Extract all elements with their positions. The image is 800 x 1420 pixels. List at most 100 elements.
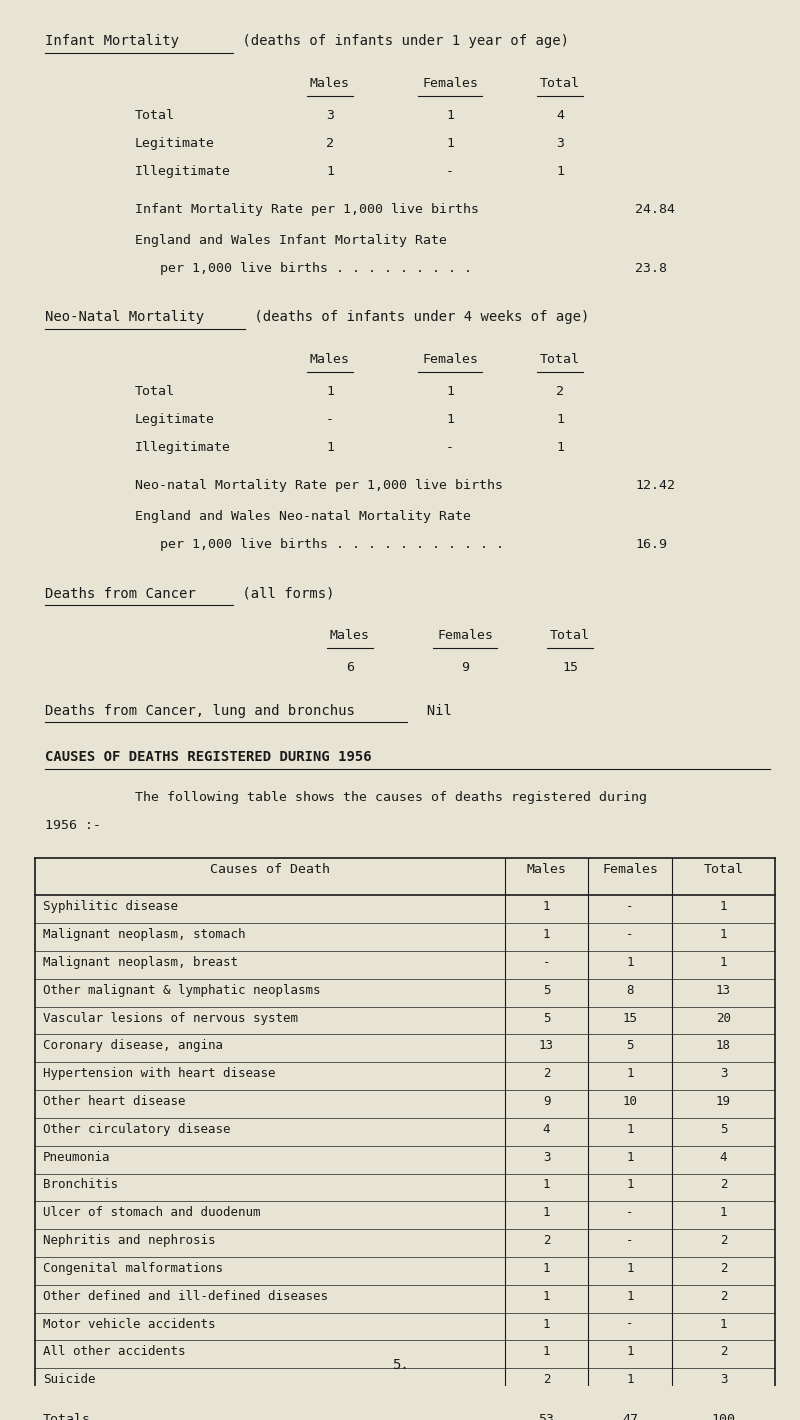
Text: 1: 1 — [626, 956, 634, 968]
Text: Nephritis and nephrosis: Nephritis and nephrosis — [43, 1234, 215, 1247]
Text: (all forms): (all forms) — [234, 586, 334, 601]
Text: 18: 18 — [716, 1039, 731, 1052]
Text: 1: 1 — [626, 1123, 634, 1136]
Text: Syphilitic disease: Syphilitic disease — [43, 900, 178, 913]
Text: Pneumonia: Pneumonia — [43, 1150, 110, 1163]
Text: 1956 :-: 1956 :- — [45, 819, 101, 832]
Text: Nil: Nil — [410, 704, 452, 717]
Text: 1: 1 — [542, 1289, 550, 1302]
Text: 8: 8 — [626, 984, 634, 997]
Text: Illegitimate: Illegitimate — [135, 165, 231, 178]
Text: The following table shows the causes of deaths registered during: The following table shows the causes of … — [135, 791, 647, 805]
Text: Totals: Totals — [43, 1413, 91, 1420]
Text: Other circulatory disease: Other circulatory disease — [43, 1123, 230, 1136]
Text: 3: 3 — [326, 109, 334, 122]
Text: 1: 1 — [446, 109, 454, 122]
Text: 2: 2 — [720, 1262, 727, 1275]
Text: 1: 1 — [720, 956, 727, 968]
Text: 1: 1 — [542, 929, 550, 941]
Text: per 1,000 live births . . . . . . . . .: per 1,000 live births . . . . . . . . . — [160, 261, 472, 274]
Text: 1: 1 — [446, 385, 454, 399]
Text: Males: Males — [526, 863, 566, 876]
Text: 19: 19 — [716, 1095, 731, 1108]
Text: 13: 13 — [539, 1039, 554, 1052]
Text: 15: 15 — [622, 1011, 638, 1025]
Text: Total: Total — [550, 629, 590, 642]
Text: Males: Males — [310, 354, 350, 366]
Text: 1: 1 — [720, 929, 727, 941]
Text: 5: 5 — [626, 1039, 634, 1052]
Text: -: - — [326, 413, 334, 426]
Text: 1: 1 — [556, 165, 564, 178]
Text: -: - — [626, 929, 634, 941]
Text: Other malignant & lymphatic neoplasms: Other malignant & lymphatic neoplasms — [43, 984, 321, 997]
Text: 15: 15 — [562, 660, 578, 673]
Text: 1: 1 — [326, 442, 334, 454]
Text: 2: 2 — [542, 1373, 550, 1386]
Text: 5: 5 — [720, 1123, 727, 1136]
Text: 2: 2 — [720, 1234, 727, 1247]
Text: Females: Females — [437, 629, 493, 642]
Text: 1: 1 — [542, 1318, 550, 1331]
Text: 4: 4 — [542, 1123, 550, 1136]
Text: 2: 2 — [556, 385, 564, 399]
Text: Males: Males — [330, 629, 370, 642]
Text: 10: 10 — [622, 1095, 638, 1108]
Text: Females: Females — [422, 354, 478, 366]
Text: 1: 1 — [542, 1345, 550, 1359]
Text: Motor vehicle accidents: Motor vehicle accidents — [43, 1318, 215, 1331]
Text: 1: 1 — [626, 1262, 634, 1275]
Text: 1: 1 — [626, 1150, 634, 1163]
Text: Females: Females — [422, 77, 478, 89]
Text: 1: 1 — [720, 1318, 727, 1331]
Text: Total: Total — [540, 77, 580, 89]
Text: 2: 2 — [542, 1068, 550, 1081]
Text: 2: 2 — [720, 1289, 727, 1302]
Text: -: - — [446, 165, 454, 178]
Text: -: - — [626, 1234, 634, 1247]
Text: -: - — [542, 956, 550, 968]
Text: Coronary disease, angina: Coronary disease, angina — [43, 1039, 223, 1052]
Text: 2: 2 — [542, 1234, 550, 1247]
Text: 1: 1 — [626, 1373, 634, 1386]
Text: 100: 100 — [711, 1413, 735, 1420]
Text: Illegitimate: Illegitimate — [135, 442, 231, 454]
Text: 3: 3 — [556, 138, 564, 151]
Text: Deaths from Cancer, lung and bronchus: Deaths from Cancer, lung and bronchus — [45, 704, 355, 717]
Text: 1: 1 — [556, 413, 564, 426]
Text: 2: 2 — [326, 138, 334, 151]
Text: 1: 1 — [542, 900, 550, 913]
Text: (deaths of infants under 1 year of age): (deaths of infants under 1 year of age) — [234, 34, 569, 48]
Text: 16.9: 16.9 — [635, 538, 667, 551]
Text: Bronchitis: Bronchitis — [43, 1179, 118, 1191]
Text: Causes of Death: Causes of Death — [210, 863, 330, 876]
Text: Congenital malformations: Congenital malformations — [43, 1262, 223, 1275]
Text: Total: Total — [540, 354, 580, 366]
Text: 2: 2 — [720, 1179, 727, 1191]
Text: 5.: 5. — [392, 1359, 408, 1373]
Text: 1: 1 — [626, 1345, 634, 1359]
Text: CAUSES OF DEATHS REGISTERED DURING 1956: CAUSES OF DEATHS REGISTERED DURING 1956 — [45, 751, 372, 764]
Text: Females: Females — [602, 863, 658, 876]
Text: 1: 1 — [446, 138, 454, 151]
Text: Infant Mortality: Infant Mortality — [45, 34, 179, 48]
Text: 9: 9 — [461, 660, 469, 673]
Text: Total: Total — [703, 863, 743, 876]
Text: Neo-natal Mortality Rate per 1,000 live births: Neo-natal Mortality Rate per 1,000 live … — [135, 479, 503, 491]
Text: 1: 1 — [626, 1289, 634, 1302]
Text: 1: 1 — [542, 1206, 550, 1220]
Text: 53: 53 — [538, 1413, 554, 1420]
Text: Malignant neoplasm, breast: Malignant neoplasm, breast — [43, 956, 238, 968]
Text: 1: 1 — [626, 1179, 634, 1191]
Text: Total: Total — [135, 385, 175, 399]
Text: (deaths of infants under 4 weeks of age): (deaths of infants under 4 weeks of age) — [246, 311, 590, 324]
Text: 2: 2 — [720, 1345, 727, 1359]
Text: 5: 5 — [542, 984, 550, 997]
Text: 5: 5 — [542, 1011, 550, 1025]
Text: Neo-Natal Mortality: Neo-Natal Mortality — [45, 311, 204, 324]
Text: -: - — [626, 900, 634, 913]
Text: 3: 3 — [720, 1373, 727, 1386]
Text: 1: 1 — [326, 165, 334, 178]
Text: 1: 1 — [542, 1262, 550, 1275]
Text: -: - — [626, 1206, 634, 1220]
